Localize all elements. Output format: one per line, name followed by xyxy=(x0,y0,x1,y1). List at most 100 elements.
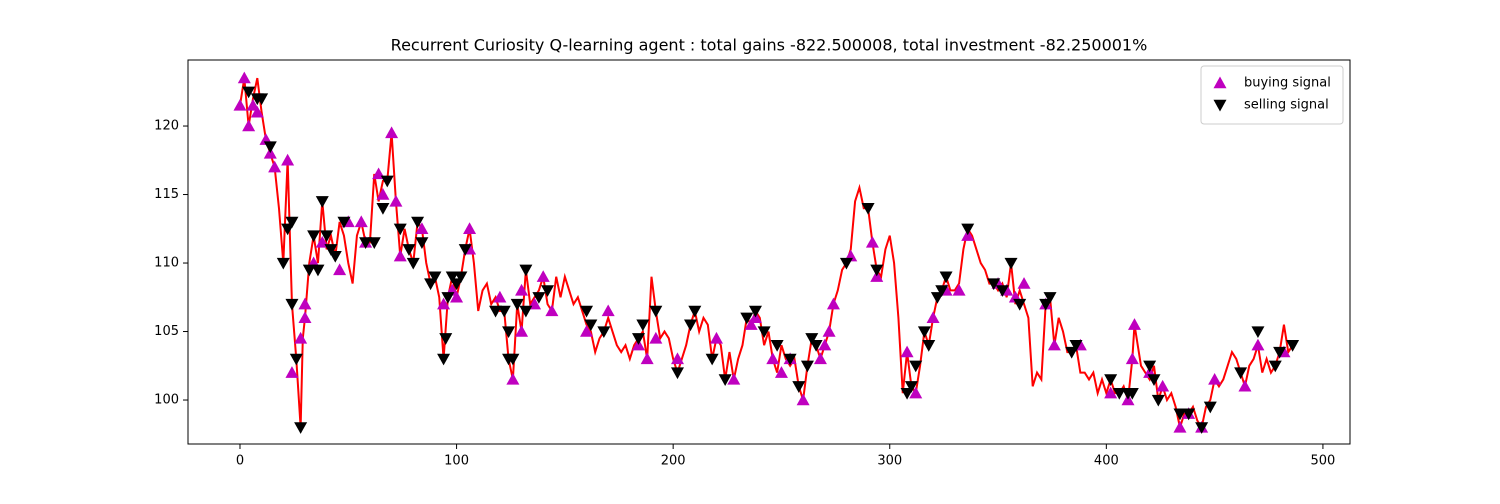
buy-marker xyxy=(1127,318,1141,330)
buy-marker xyxy=(493,290,507,303)
buy-marker xyxy=(1125,352,1139,365)
sell-marker xyxy=(532,292,546,304)
buy-marker xyxy=(515,325,529,337)
sell-marker xyxy=(263,141,277,154)
sell-marker xyxy=(1112,387,1126,400)
sell-marker xyxy=(636,319,650,332)
sell-marker xyxy=(580,305,594,318)
buy-marker xyxy=(294,331,308,344)
sell-marker xyxy=(411,216,425,229)
sell-marker xyxy=(740,312,754,325)
sell-marker xyxy=(441,292,455,304)
buy-marker xyxy=(268,160,282,173)
sell-marker xyxy=(541,285,555,297)
sell-marker xyxy=(424,278,438,291)
sell-marker xyxy=(439,333,453,345)
sell-marker xyxy=(939,271,953,284)
buy-marker xyxy=(926,311,940,324)
sell-marker xyxy=(584,319,598,332)
buy-marker xyxy=(822,325,836,337)
sell-marker xyxy=(861,203,875,215)
plot-area xyxy=(233,71,1300,434)
sell-marker xyxy=(1151,394,1165,407)
sell-marker xyxy=(376,203,390,215)
buy-marker xyxy=(545,304,559,317)
y-tick-label: 105 xyxy=(154,324,179,339)
sell-marker xyxy=(289,353,303,366)
x-tick-label: 0 xyxy=(236,454,244,469)
sell-marker xyxy=(1173,408,1187,421)
sell-marker xyxy=(285,216,299,229)
buy-marker xyxy=(298,311,312,324)
sell-marker xyxy=(705,353,719,366)
x-tick-label: 300 xyxy=(877,454,902,469)
buy-marker xyxy=(1208,372,1222,385)
legend-label: selling signal xyxy=(1244,98,1329,113)
buy-marker xyxy=(1017,277,1031,289)
sell-marker xyxy=(255,93,269,106)
sell-marker xyxy=(489,305,503,318)
sell-marker xyxy=(839,257,853,270)
sell-marker xyxy=(506,353,520,366)
sell-marker xyxy=(320,230,334,243)
buy-marker xyxy=(909,386,923,399)
sell-marker xyxy=(961,223,975,236)
sell-marker xyxy=(380,175,394,188)
sell-marker xyxy=(458,244,472,256)
buy-marker xyxy=(376,188,390,200)
sell-marker xyxy=(294,422,308,434)
y-tick-label: 115 xyxy=(154,187,179,202)
sell-marker xyxy=(276,257,290,270)
buy-marker xyxy=(536,270,550,282)
sell-marker xyxy=(809,340,823,352)
buy-marker xyxy=(709,331,723,344)
sell-marker xyxy=(242,86,256,99)
sell-marker xyxy=(792,381,806,393)
sell-marker xyxy=(328,250,342,263)
sell-marker xyxy=(1043,292,1057,304)
buy-marker xyxy=(285,366,299,378)
buy-marker xyxy=(774,366,788,378)
buy-marker xyxy=(246,98,260,111)
buy-marker xyxy=(1238,379,1252,392)
buy-marker xyxy=(1156,379,1170,392)
buy-marker xyxy=(515,283,529,296)
sell-marker xyxy=(870,264,884,277)
buy-marker xyxy=(242,119,256,132)
sell-marker xyxy=(454,271,468,284)
buy-marker xyxy=(580,325,594,337)
sell-marker xyxy=(1251,326,1265,339)
sell-marker xyxy=(1273,346,1287,359)
sell-marker xyxy=(748,305,762,318)
sell-marker xyxy=(1069,340,1083,352)
buy-marker xyxy=(900,345,914,358)
buy-marker xyxy=(813,352,827,365)
sell-marker xyxy=(450,278,464,291)
buy-marker xyxy=(1104,386,1118,399)
sell-marker xyxy=(1268,360,1282,373)
sell-marker xyxy=(393,223,407,236)
sell-marker xyxy=(632,333,646,345)
buy-marker xyxy=(393,249,407,262)
sell-marker xyxy=(757,326,771,339)
sell-marker xyxy=(402,244,416,256)
buy-marker xyxy=(744,318,758,330)
sell-marker xyxy=(445,271,459,284)
sell-marker xyxy=(1234,367,1248,380)
buy-marker xyxy=(640,352,654,365)
sell-marker xyxy=(1039,298,1053,311)
sell-marker xyxy=(315,196,329,208)
buy-marker xyxy=(649,331,663,344)
buy-marker xyxy=(281,153,295,166)
sell-marker xyxy=(800,360,814,373)
sell-marker xyxy=(805,333,819,345)
sell-marker xyxy=(1195,422,1209,434)
buy-marker xyxy=(506,372,520,385)
buy-marker xyxy=(450,290,464,303)
sell-marker xyxy=(718,374,732,386)
buy-marker xyxy=(818,338,832,351)
sell-marker xyxy=(770,340,784,352)
sell-marker xyxy=(649,305,663,318)
buy-marker xyxy=(865,235,879,248)
buy-marker xyxy=(1251,338,1265,351)
